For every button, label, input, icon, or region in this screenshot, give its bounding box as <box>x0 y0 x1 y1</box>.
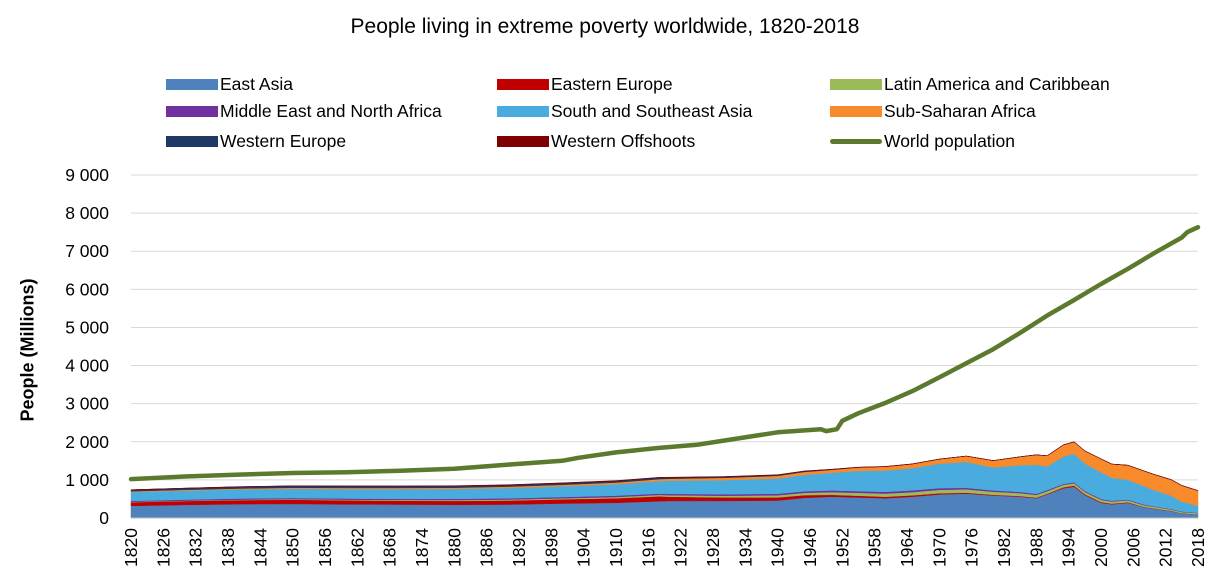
legend-item-sub-saharan: Sub-Saharan Africa <box>830 100 1036 122</box>
x-tick-label-19: 1934 <box>735 528 755 567</box>
legend-label-south-asia: South and Southeast Asia <box>551 100 753 121</box>
legend-label-western-offshoots: Western Offshoots <box>551 130 696 151</box>
legend-swatch-eastern-europe <box>497 78 549 90</box>
legend-swatch-western-europe <box>166 135 218 147</box>
line-world-population <box>128 224 1201 482</box>
legend-item-south-asia: South and Southeast Asia <box>497 100 752 122</box>
y-tick-label-6: 6 000 <box>65 279 109 299</box>
legend-label-western-europe: Western Europe <box>220 130 347 151</box>
x-tick-label-29: 1994 <box>1059 528 1079 567</box>
y-tick-label-0: 0 <box>99 508 109 528</box>
x-tick-label-10: 1880 <box>444 528 464 567</box>
x-tick-label-33: 2018 <box>1188 528 1208 567</box>
legend-swatch-east-asia <box>166 78 218 90</box>
legend-label-eastern-europe: Eastern Europe <box>551 73 673 94</box>
x-tick-label-15: 1910 <box>606 528 626 567</box>
x-tick-label-21: 1946 <box>800 528 820 567</box>
y-tick-label-2: 2 000 <box>65 432 109 452</box>
x-tick-label-14: 1904 <box>574 528 594 567</box>
x-tick-label-12: 1892 <box>509 528 529 567</box>
y-tick-label-1: 1 000 <box>65 470 109 490</box>
legend-label-middle-east: Middle East and North Africa <box>220 100 442 121</box>
legend-label-world-population: World population <box>884 130 1016 151</box>
x-tick-label-16: 1916 <box>638 528 658 567</box>
x-tick-label-9: 1874 <box>412 528 432 567</box>
legend-item-middle-east: Middle East and North Africa <box>166 100 442 122</box>
x-tick-label-3: 1838 <box>218 528 238 567</box>
x-tick-label-7: 1862 <box>347 528 367 567</box>
y-tick-label-4: 4 000 <box>65 356 109 376</box>
legend-label-east-asia: East Asia <box>220 73 293 94</box>
x-tick-label-28: 1988 <box>1026 528 1046 567</box>
y-tick-label-8: 8 000 <box>65 203 109 223</box>
x-tick-label-2: 1832 <box>186 528 206 567</box>
x-tick-label-13: 1898 <box>541 528 561 567</box>
x-tick-label-4: 1844 <box>250 528 270 567</box>
x-tick-label-30: 2000 <box>1091 528 1111 567</box>
x-tick-label-20: 1940 <box>768 528 788 567</box>
x-tick-label-18: 1928 <box>703 528 723 567</box>
legend-swatch-western-offshoots <box>497 135 549 147</box>
x-tick-label-32: 2012 <box>1156 528 1176 567</box>
x-tick-label-17: 1922 <box>671 528 691 567</box>
x-tick-label-26: 1976 <box>962 528 982 567</box>
legend-item-latin-america: Latin America and Caribbean <box>830 73 1110 95</box>
x-tick-label-27: 1982 <box>994 528 1014 567</box>
legend-item-world-population: World population <box>830 130 1015 152</box>
x-tick-label-23: 1958 <box>865 528 885 567</box>
legend-item-east-asia: East Asia <box>166 73 293 95</box>
x-tick-label-8: 1868 <box>380 528 400 567</box>
legend-line-world-population <box>830 138 882 144</box>
y-tick-label-9: 9 000 <box>65 165 109 185</box>
x-tick-label-24: 1964 <box>897 528 917 567</box>
legend-item-western-europe: Western Europe <box>166 130 346 152</box>
legend-item-western-offshoots: Western Offshoots <box>497 130 695 152</box>
legend-item-eastern-europe: Eastern Europe <box>497 73 673 95</box>
area-western-offshoots <box>130 441 1199 491</box>
y-tick-label-7: 7 000 <box>65 241 109 261</box>
x-tick-label-11: 1886 <box>477 528 497 567</box>
legend-label-sub-saharan: Sub-Saharan Africa <box>884 100 1036 121</box>
x-tick-label-0: 1820 <box>121 528 141 567</box>
x-tick-label-25: 1970 <box>929 528 949 567</box>
legend-swatch-sub-saharan <box>830 105 882 117</box>
x-tick-label-6: 1856 <box>315 528 335 567</box>
x-tick-label-5: 1850 <box>283 528 303 567</box>
chart-title: People living in extreme poverty worldwi… <box>350 15 860 38</box>
y-tick-label-3: 3 000 <box>65 394 109 414</box>
legend-swatch-middle-east <box>166 105 218 117</box>
legend-label-latin-america: Latin America and Caribbean <box>884 73 1110 94</box>
x-tick-label-22: 1952 <box>832 528 852 567</box>
x-tick-label-31: 2006 <box>1123 528 1143 567</box>
legend-swatch-latin-america <box>830 78 882 90</box>
x-tick-label-1: 1826 <box>153 528 173 567</box>
y-tick-label-5: 5 000 <box>65 317 109 337</box>
legend-swatch-south-asia <box>497 105 549 117</box>
